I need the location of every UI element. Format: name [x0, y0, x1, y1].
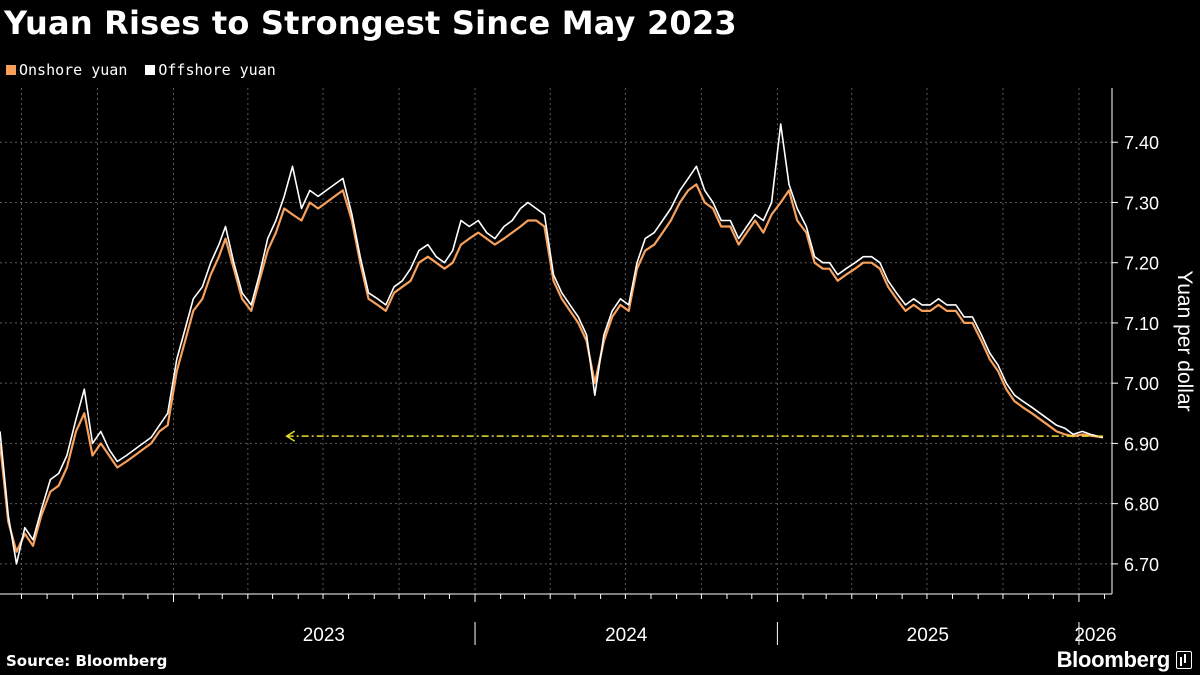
x-tick-label: 2025: [907, 625, 949, 646]
brand-logo: Bloomberg: [1057, 647, 1192, 673]
legend-label-offshore: Offshore yuan: [158, 61, 276, 79]
y-tick-label: 6.80: [1124, 495, 1159, 515]
grid-lines: [0, 88, 1112, 594]
y-tick-label: 7.10: [1124, 314, 1159, 334]
y-axis-label: Yuan per dollar: [1173, 270, 1196, 411]
y-tick-label: 7.00: [1124, 374, 1159, 394]
reference-line-group: [285, 430, 1103, 442]
y-tick-label: 7.40: [1124, 133, 1159, 153]
series-line-offshore: [0, 123, 1104, 565]
legend-item-onshore: Onshore yuan: [6, 61, 127, 79]
brand-name: Bloomberg: [1056, 647, 1171, 672]
y-tick-label: 6.90: [1124, 434, 1159, 454]
x-tick-label: 2026: [1074, 625, 1116, 646]
y-tick-label: 7.30: [1124, 193, 1159, 213]
reference-arrow-icon: [285, 430, 296, 442]
legend-label-onshore: Onshore yuan: [19, 61, 128, 79]
legend-swatch-offshore: [145, 65, 156, 75]
series-lines: [0, 123, 1104, 565]
legend-swatch-onshore: [6, 65, 16, 75]
legend: Onshore yuan Offshore yuan: [6, 61, 294, 79]
legend-item-offshore: Offshore yuan: [145, 61, 276, 79]
x-tick-label: 2023: [303, 625, 345, 646]
axes: 6.70 6.80 6.90 7.00 7.10 7.20 7.30 7.40 2023 2024…: [0, 88, 1159, 646]
series-line-onshore: [0, 183, 1104, 553]
bloomberg-chart-icon: [1176, 651, 1192, 669]
chart-title: Yuan Rises to Strongest Since May 2023: [4, 4, 737, 42]
y-tick-label: 7.20: [1124, 254, 1159, 274]
x-tick-label: 2024: [605, 625, 648, 646]
y-tick-label: 6.70: [1124, 555, 1159, 575]
source-note: Source: Bloomberg: [6, 652, 168, 670]
